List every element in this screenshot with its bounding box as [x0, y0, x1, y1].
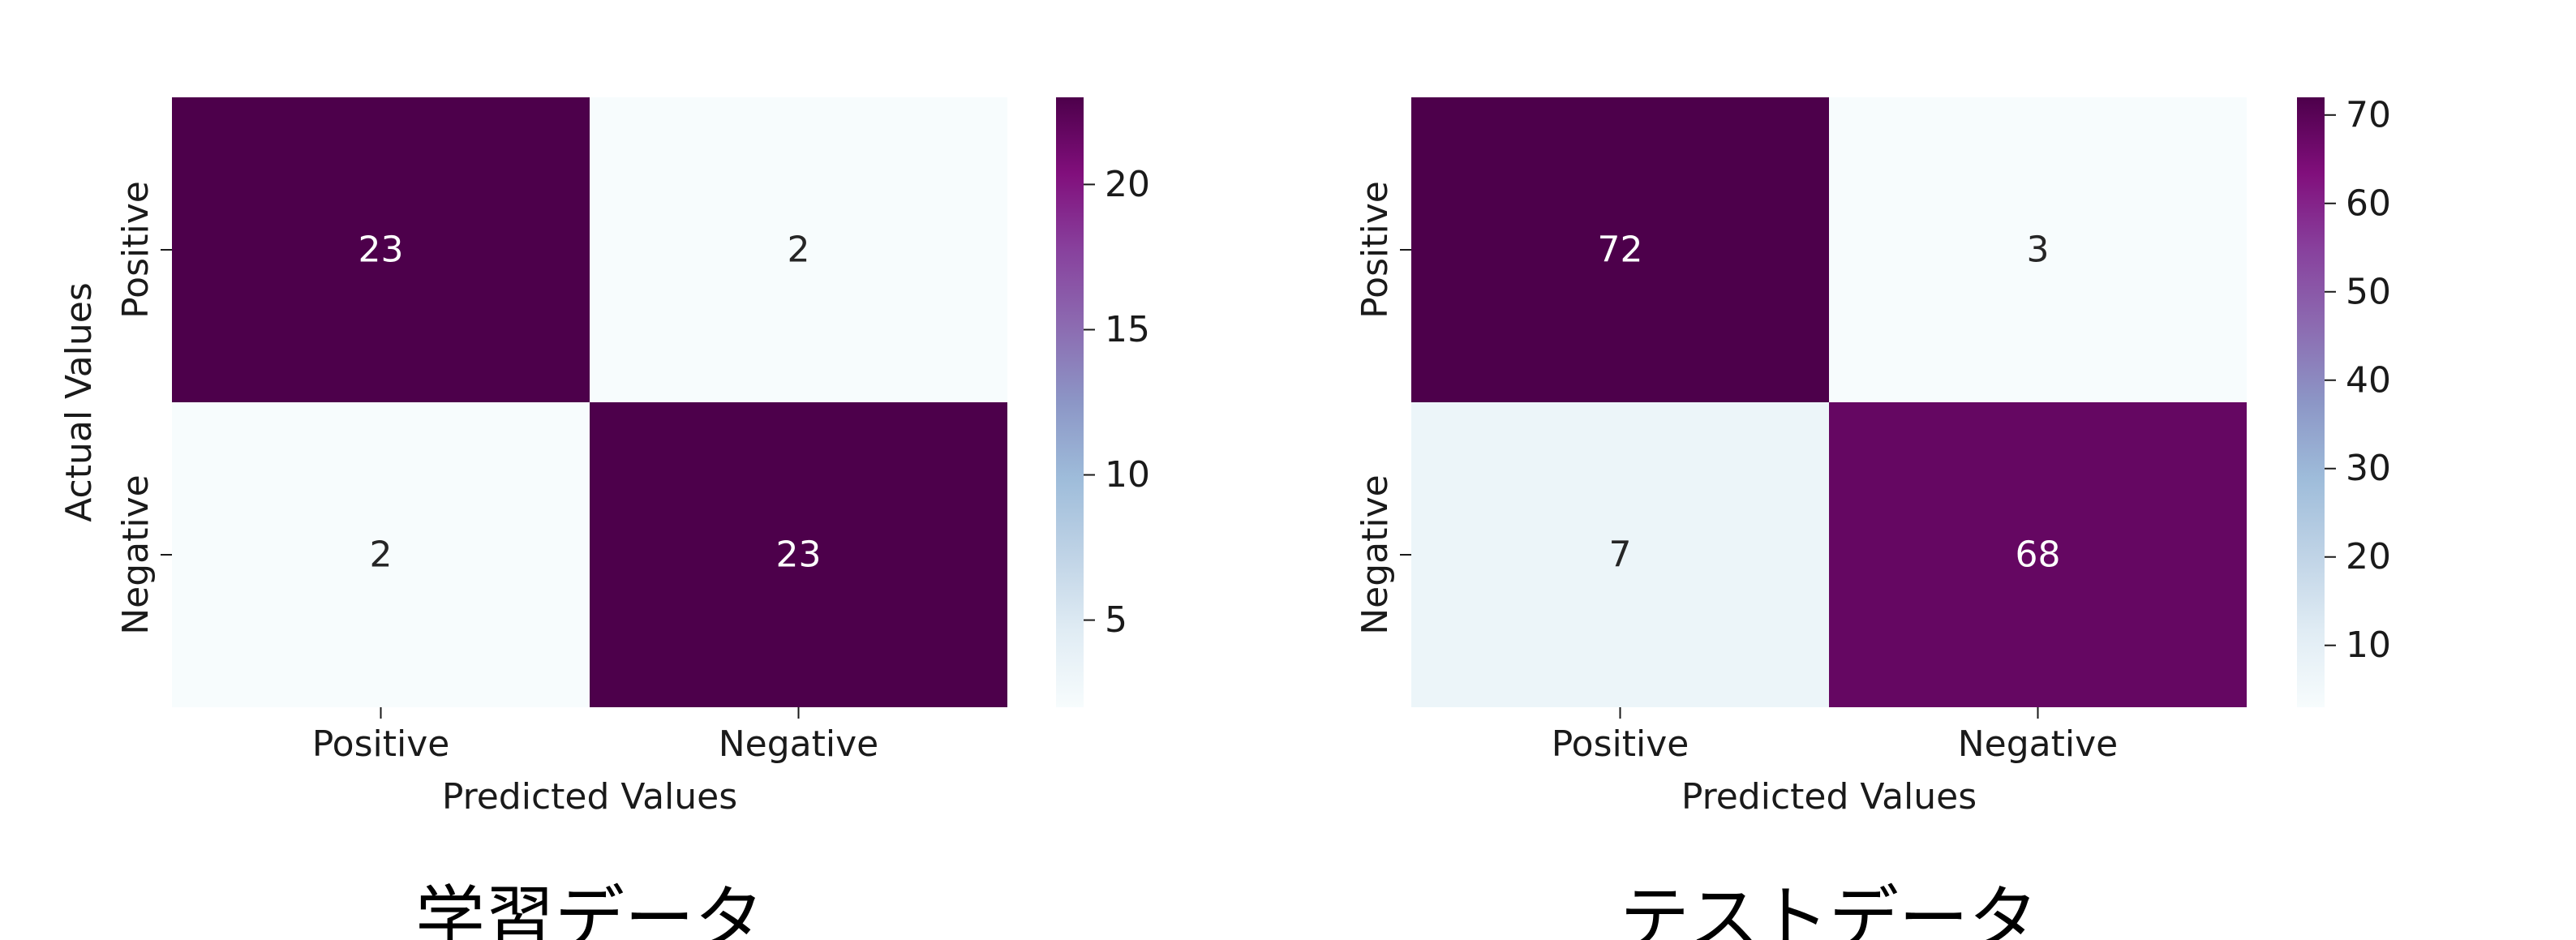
heatmap-cell-value: 2 [370, 534, 393, 576]
colorbar-tick-label: 30 [2346, 448, 2391, 489]
panel-title: テストデータ [1620, 878, 2038, 940]
y-axis-label: Actual Values [58, 282, 100, 522]
colorbar-tick-label: 10 [2346, 625, 2391, 666]
heatmap-cell [172, 97, 590, 402]
colorbar-tick-label: 50 [2346, 271, 2391, 312]
colorbar: 5 10 15 20 [1056, 97, 1150, 707]
heatmap-cell [1829, 402, 2247, 707]
heatmap-panel-test: 72 3 7 68 Positive Negative Positive Negati… [1355, 94, 2391, 940]
colorbar-tick-label: 40 [2346, 359, 2391, 401]
heatmap-cell [1411, 402, 1829, 707]
heatmap-cells [172, 97, 1007, 707]
colorbar-tick-label: 60 [2346, 182, 2391, 224]
heatmap-cell-value: 68 [2016, 534, 2061, 576]
heatmap-cell-value: 7 [1609, 534, 1632, 576]
heatmap-cell [590, 402, 1007, 707]
x-tick-label: Negative [719, 723, 878, 765]
y-tick-label: Negative [115, 474, 157, 634]
heatmap-cells [1411, 97, 2247, 707]
heatmap-ticks [161, 249, 800, 719]
colorbar-tick-label: 20 [1105, 164, 1150, 205]
heatmap-panel-train: 23 2 2 23 Positive Negative Positive Negati… [58, 97, 1150, 940]
y-tick-label: Positive [115, 181, 157, 319]
y-tick-label: Negative [1355, 474, 1396, 634]
panel-title: 学習データ [415, 878, 764, 940]
y-tick-label: Positive [1355, 181, 1396, 319]
colorbar-tick-label: 5 [1105, 599, 1127, 641]
heatmap-cell-value: 23 [776, 534, 822, 576]
x-tick-label: Positive [312, 723, 450, 765]
colorbar-tick-label: 20 [2346, 536, 2391, 577]
colorbar-tick-label: 15 [1105, 309, 1150, 350]
x-axis-label: Predicted Values [1681, 776, 1977, 818]
colorbar-gradient [1056, 97, 1084, 707]
colorbar-ticks: 5 10 15 20 [1084, 164, 1150, 641]
heatmap-cell [590, 97, 1007, 402]
heatmap-cell [172, 402, 590, 707]
colorbar-tick-label: 70 [2346, 94, 2391, 135]
x-tick-label: Positive [1552, 723, 1689, 765]
colorbar: 10 20 30 40 50 60 70 [2297, 94, 2391, 707]
heatmap-cell-value: 2 [788, 230, 810, 271]
colorbar-tick-label: 10 [1105, 454, 1150, 496]
heatmap-cell [1411, 97, 1829, 402]
colorbar-gradient [2297, 97, 2325, 707]
colorbar-ticks: 10 20 30 40 50 60 70 [2325, 94, 2391, 666]
x-tick-labels: Positive Negative [312, 723, 879, 765]
heatmap-cell-labels: 72 3 7 68 [1598, 230, 2061, 576]
y-tick-labels: Positive Negative [115, 181, 157, 635]
heatmap-cell-value: 3 [2027, 230, 2050, 271]
y-tick-labels: Positive Negative [1355, 181, 1396, 635]
heatmap-cell [1829, 97, 2247, 402]
heatmap-cell-value: 72 [1598, 230, 1643, 271]
heatmap-ticks [1400, 249, 2039, 719]
x-axis-label: Predicted Values [442, 776, 737, 818]
x-tick-labels: Positive Negative [1552, 723, 2119, 765]
heatmap-cell-labels: 23 2 2 23 [358, 230, 822, 576]
heatmap-cell-value: 23 [358, 230, 404, 271]
x-tick-label: Negative [1958, 723, 2118, 765]
